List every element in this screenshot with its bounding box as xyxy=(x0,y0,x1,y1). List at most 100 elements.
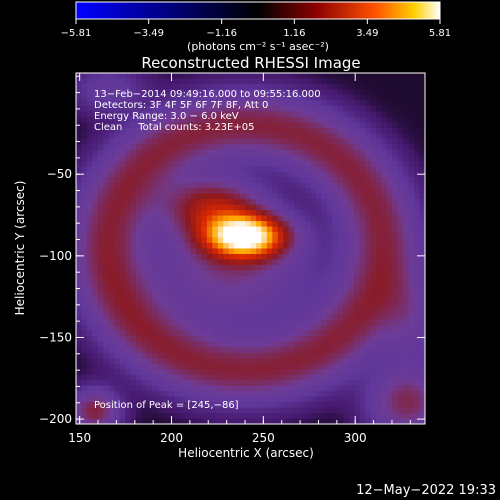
heatmap-cell xyxy=(86,243,93,250)
heatmap-cell xyxy=(81,127,88,134)
heatmap-cell xyxy=(152,149,159,156)
x-tick-label: 300 xyxy=(344,431,367,445)
heatmap-cell xyxy=(414,221,421,228)
heatmap-cell xyxy=(125,413,132,420)
heatmap-cell xyxy=(76,275,83,282)
heatmap-cell xyxy=(228,182,235,189)
heatmap-cell xyxy=(223,281,230,288)
heatmap-cell xyxy=(272,78,279,85)
heatmap-cell xyxy=(201,100,208,107)
heatmap-cell xyxy=(294,363,301,370)
heatmap-cell xyxy=(228,347,235,354)
heatmap-cell xyxy=(234,149,241,156)
heatmap-cell xyxy=(326,292,333,299)
heatmap-cell xyxy=(195,188,203,195)
heatmap-cell xyxy=(272,314,279,321)
heatmap-cell xyxy=(354,336,361,343)
heatmap-cell xyxy=(157,204,164,211)
heatmap-cell xyxy=(288,385,295,392)
heatmap-cell xyxy=(76,336,83,343)
heatmap-cell xyxy=(266,347,273,354)
heatmap-cell xyxy=(359,374,366,381)
heatmap-cell xyxy=(190,210,197,217)
heatmap-cell xyxy=(195,232,203,239)
heatmap-cell xyxy=(332,215,339,222)
heatmap-cell xyxy=(354,275,361,282)
heatmap-cell xyxy=(223,297,230,304)
heatmap-cell xyxy=(201,303,208,310)
heatmap-cell xyxy=(337,232,344,239)
heatmap-cell xyxy=(343,369,350,376)
heatmap-cell xyxy=(370,369,377,376)
heatmap-cell xyxy=(76,160,83,167)
heatmap-cell xyxy=(381,330,388,337)
heatmap-cell xyxy=(92,100,99,107)
heatmap-cell xyxy=(288,396,295,403)
heatmap-cell xyxy=(255,369,262,376)
heatmap-cell xyxy=(217,182,224,189)
heatmap-cell xyxy=(321,100,328,107)
heatmap-cell xyxy=(326,396,333,403)
heatmap-cell xyxy=(326,358,333,365)
heatmap-cell xyxy=(228,199,235,206)
heatmap-cell xyxy=(130,275,137,282)
heatmap-cell xyxy=(365,111,372,118)
heatmap-cell xyxy=(157,171,164,178)
heatmap-cell xyxy=(135,221,143,228)
heatmap-cell xyxy=(130,325,137,332)
heatmap-cell xyxy=(305,83,312,91)
heatmap-cell xyxy=(392,385,399,392)
heatmap-cell xyxy=(108,243,115,250)
heatmap-cell xyxy=(152,243,159,250)
heatmap-cell xyxy=(206,358,213,365)
heatmap-cell xyxy=(206,336,213,343)
heatmap-cell xyxy=(343,275,350,282)
heatmap-cell xyxy=(359,160,366,167)
heatmap-cell xyxy=(310,407,317,414)
heatmap-cell xyxy=(119,385,126,392)
heatmap-cell xyxy=(419,319,425,326)
heatmap-cell xyxy=(419,94,425,102)
heatmap-cell xyxy=(250,336,257,343)
heatmap-cell xyxy=(114,369,121,376)
heatmap-cell xyxy=(174,325,181,332)
heatmap-cell xyxy=(76,270,83,277)
heatmap-cell xyxy=(305,78,312,85)
heatmap-cell xyxy=(365,341,372,348)
heatmap-cell xyxy=(375,73,382,80)
heatmap-cell xyxy=(245,418,252,424)
heatmap-cell xyxy=(125,232,132,239)
heatmap-cell xyxy=(294,133,301,140)
heatmap-cell xyxy=(212,341,219,348)
heatmap-cell xyxy=(266,297,273,304)
heatmap-cell xyxy=(386,78,393,85)
heatmap-cell xyxy=(414,308,421,315)
heatmap-cell xyxy=(381,391,388,398)
heatmap-cell xyxy=(277,193,284,200)
heatmap-cell xyxy=(108,100,115,107)
heatmap-cell xyxy=(370,248,377,255)
heatmap-cell xyxy=(217,413,224,420)
heatmap-cell xyxy=(272,380,279,387)
heatmap-cell xyxy=(370,89,377,96)
heatmap-cell xyxy=(92,314,99,321)
heatmap-cell xyxy=(414,166,421,173)
heatmap-cell xyxy=(217,105,224,112)
heatmap-cell xyxy=(92,193,99,200)
heatmap-cell xyxy=(223,155,230,162)
heatmap-cell xyxy=(125,105,132,112)
heatmap-cell xyxy=(255,418,262,424)
heatmap-cell xyxy=(375,396,382,403)
heatmap-cell xyxy=(228,358,235,365)
heatmap-cell xyxy=(365,94,372,102)
heatmap-cell xyxy=(370,204,377,211)
heatmap-cell xyxy=(228,336,235,343)
heatmap-cell xyxy=(315,105,322,112)
heatmap-cell xyxy=(365,347,372,354)
heatmap-cell xyxy=(234,237,241,244)
heatmap-cell xyxy=(152,73,159,80)
heatmap-cell xyxy=(419,243,425,250)
heatmap-cell xyxy=(141,144,148,151)
heatmap-cell xyxy=(190,73,197,80)
heatmap-cell xyxy=(321,89,328,96)
